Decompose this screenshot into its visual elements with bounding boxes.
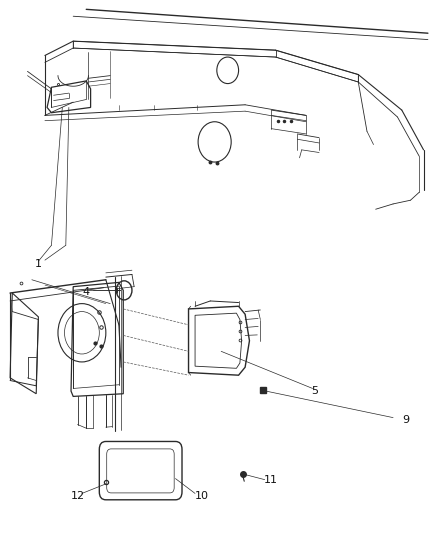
Text: 9: 9 xyxy=(403,415,410,425)
Text: 5: 5 xyxy=(311,386,318,396)
Text: 10: 10 xyxy=(194,490,208,500)
Text: 11: 11 xyxy=(264,475,278,484)
Text: 12: 12 xyxy=(71,490,85,500)
Text: 1: 1 xyxy=(35,259,42,269)
Text: 4: 4 xyxy=(83,287,90,297)
